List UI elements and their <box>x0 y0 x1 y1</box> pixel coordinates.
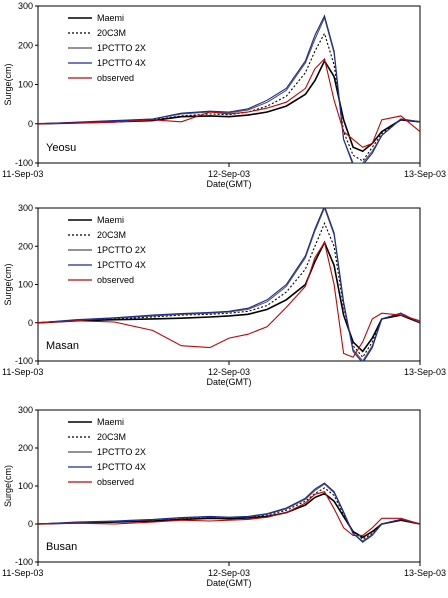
y-tick-label: 300 <box>18 203 33 213</box>
legend-label: 1PCTTO 4X <box>97 58 146 68</box>
x-tick-label: 11-Sep-03 <box>2 568 43 578</box>
series-line-maemi <box>38 492 420 539</box>
legend-label: observed <box>97 73 134 83</box>
x-tick-label: 11-Sep-03 <box>2 367 43 377</box>
series-line-observed <box>38 491 420 536</box>
x-tick-label: 13-Sep-03 <box>404 169 446 179</box>
y-tick-label: 200 <box>18 443 33 453</box>
y-axis-label: Surge(cm) <box>3 465 13 507</box>
legend-label: 1PCTTO 4X <box>97 462 146 472</box>
series-line-maemi <box>38 240 420 353</box>
series-line-20c3m <box>38 221 420 359</box>
legend-label: 20C3M <box>97 432 126 442</box>
legend-label: Maemi <box>97 417 124 427</box>
x-tick-label: 11-Sep-03 <box>2 169 43 179</box>
series-line-1pctto-4x <box>38 482 420 543</box>
series-line-observed <box>38 240 420 358</box>
series-line-1pctto-2x <box>38 16 420 163</box>
x-tick-label: 13-Sep-03 <box>404 568 446 578</box>
series-line-1pctto-4x <box>38 208 420 361</box>
legend-label: 1PCTTO 2X <box>97 245 146 255</box>
y-tick-label: 100 <box>18 280 33 290</box>
y-tick-label: 0 <box>28 119 33 129</box>
x-axis-label: Date(GMT) <box>207 377 252 387</box>
y-tick-label: 0 <box>28 318 33 328</box>
y-axis-label: Surge(cm) <box>3 263 13 305</box>
x-tick-label: 12-Sep-03 <box>208 169 250 179</box>
series-line-1pctto-4x <box>38 14 420 163</box>
legend-label: 1PCTTO 2X <box>97 43 146 53</box>
plot-frame <box>37 5 421 164</box>
series-line-1pctto-2x <box>38 208 420 361</box>
legend-label: 1PCTTO 2X <box>97 447 146 457</box>
y-tick-label: 300 <box>18 405 33 415</box>
x-tick-label: 13-Sep-03 <box>404 367 446 377</box>
y-tick-label: 0 <box>28 519 33 529</box>
x-tick-label: 12-Sep-03 <box>208 367 250 377</box>
x-axis-label: Date(GMT) <box>207 179 252 189</box>
legend-label: 1PCTTO 4X <box>97 260 146 270</box>
y-tick-label: -100 <box>15 158 33 168</box>
legend-label: 20C3M <box>97 28 126 38</box>
station-label: Busan <box>46 541 77 553</box>
series-line-1pctto-2x <box>38 483 420 542</box>
series-line-20c3m <box>38 32 420 162</box>
legend-label: observed <box>97 275 134 285</box>
series-line-maemi <box>38 59 420 153</box>
x-tick-label: 12-Sep-03 <box>208 568 250 578</box>
legend-label: 20C3M <box>97 230 126 240</box>
y-tick-label: 200 <box>18 40 33 50</box>
plot-frame <box>37 409 421 563</box>
series-line-20c3m <box>38 487 420 540</box>
legend-label: Maemi <box>97 215 124 225</box>
station-label: Yeosu <box>46 142 76 154</box>
y-tick-label: 100 <box>18 80 33 90</box>
y-tick-label: 300 <box>18 1 33 11</box>
series-line-observed <box>38 57 420 148</box>
y-tick-label: 200 <box>18 241 33 251</box>
legend-label: observed <box>97 477 134 487</box>
y-tick-label: -100 <box>15 557 33 567</box>
y-axis-label: Surge(cm) <box>3 63 13 105</box>
y-tick-label: -100 <box>15 356 33 366</box>
y-tick-label: 100 <box>18 481 33 491</box>
station-label: Masan <box>46 340 79 352</box>
legend-label: Maemi <box>97 13 124 23</box>
x-axis-label: Date(GMT) <box>207 578 252 588</box>
